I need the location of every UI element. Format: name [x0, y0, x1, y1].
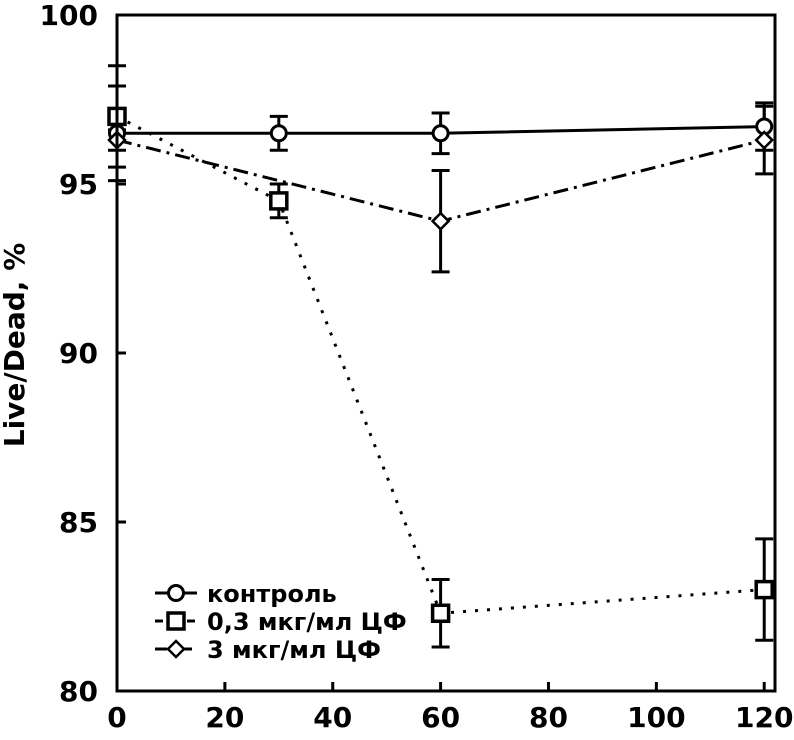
square-marker-series-2: [430, 603, 451, 624]
circle-marker-series-1: [269, 124, 288, 143]
legend-square-marker: [166, 611, 186, 631]
legend-diamond-marker: [166, 639, 186, 659]
legend-label: контроль: [207, 580, 337, 608]
x-tick-label: 0: [107, 701, 126, 734]
x-tick-label: 80: [529, 701, 568, 734]
x-tick-label: 20: [205, 701, 244, 734]
x-tick-label: 100: [627, 701, 685, 734]
legend-item: 0,3 мкг/мл ЦФ: [155, 608, 407, 636]
series-line-1: [117, 125, 765, 135]
y-tick-label: 80: [59, 675, 98, 708]
square-marker-series-2: [754, 579, 774, 600]
legend-label: 0,3 мкг/мл ЦФ: [207, 608, 407, 636]
y-axis-title: Live/Dead, %: [0, 243, 31, 448]
x-tick-label: 40: [313, 701, 352, 734]
y-tick-label: 85: [59, 506, 98, 539]
diamond-marker-series-3: [430, 211, 451, 231]
circle-marker-series-1: [431, 124, 450, 143]
legend-label: 3 мкг/мл ЦФ: [207, 636, 381, 664]
square-marker-series-2: [269, 191, 289, 211]
legend-item: контроль: [155, 580, 337, 608]
x-tick-label: 60: [421, 701, 460, 734]
legend-circle-marker: [167, 584, 185, 602]
y-tick-label: 95: [59, 168, 98, 201]
x-tick-label: 120: [735, 701, 793, 734]
legend-item: 3 мкг/мл ЦФ: [155, 636, 381, 664]
y-tick-label: 100: [40, 0, 98, 32]
diamond-marker-series-3: [754, 130, 774, 150]
y-tick-label: 90: [59, 337, 98, 370]
